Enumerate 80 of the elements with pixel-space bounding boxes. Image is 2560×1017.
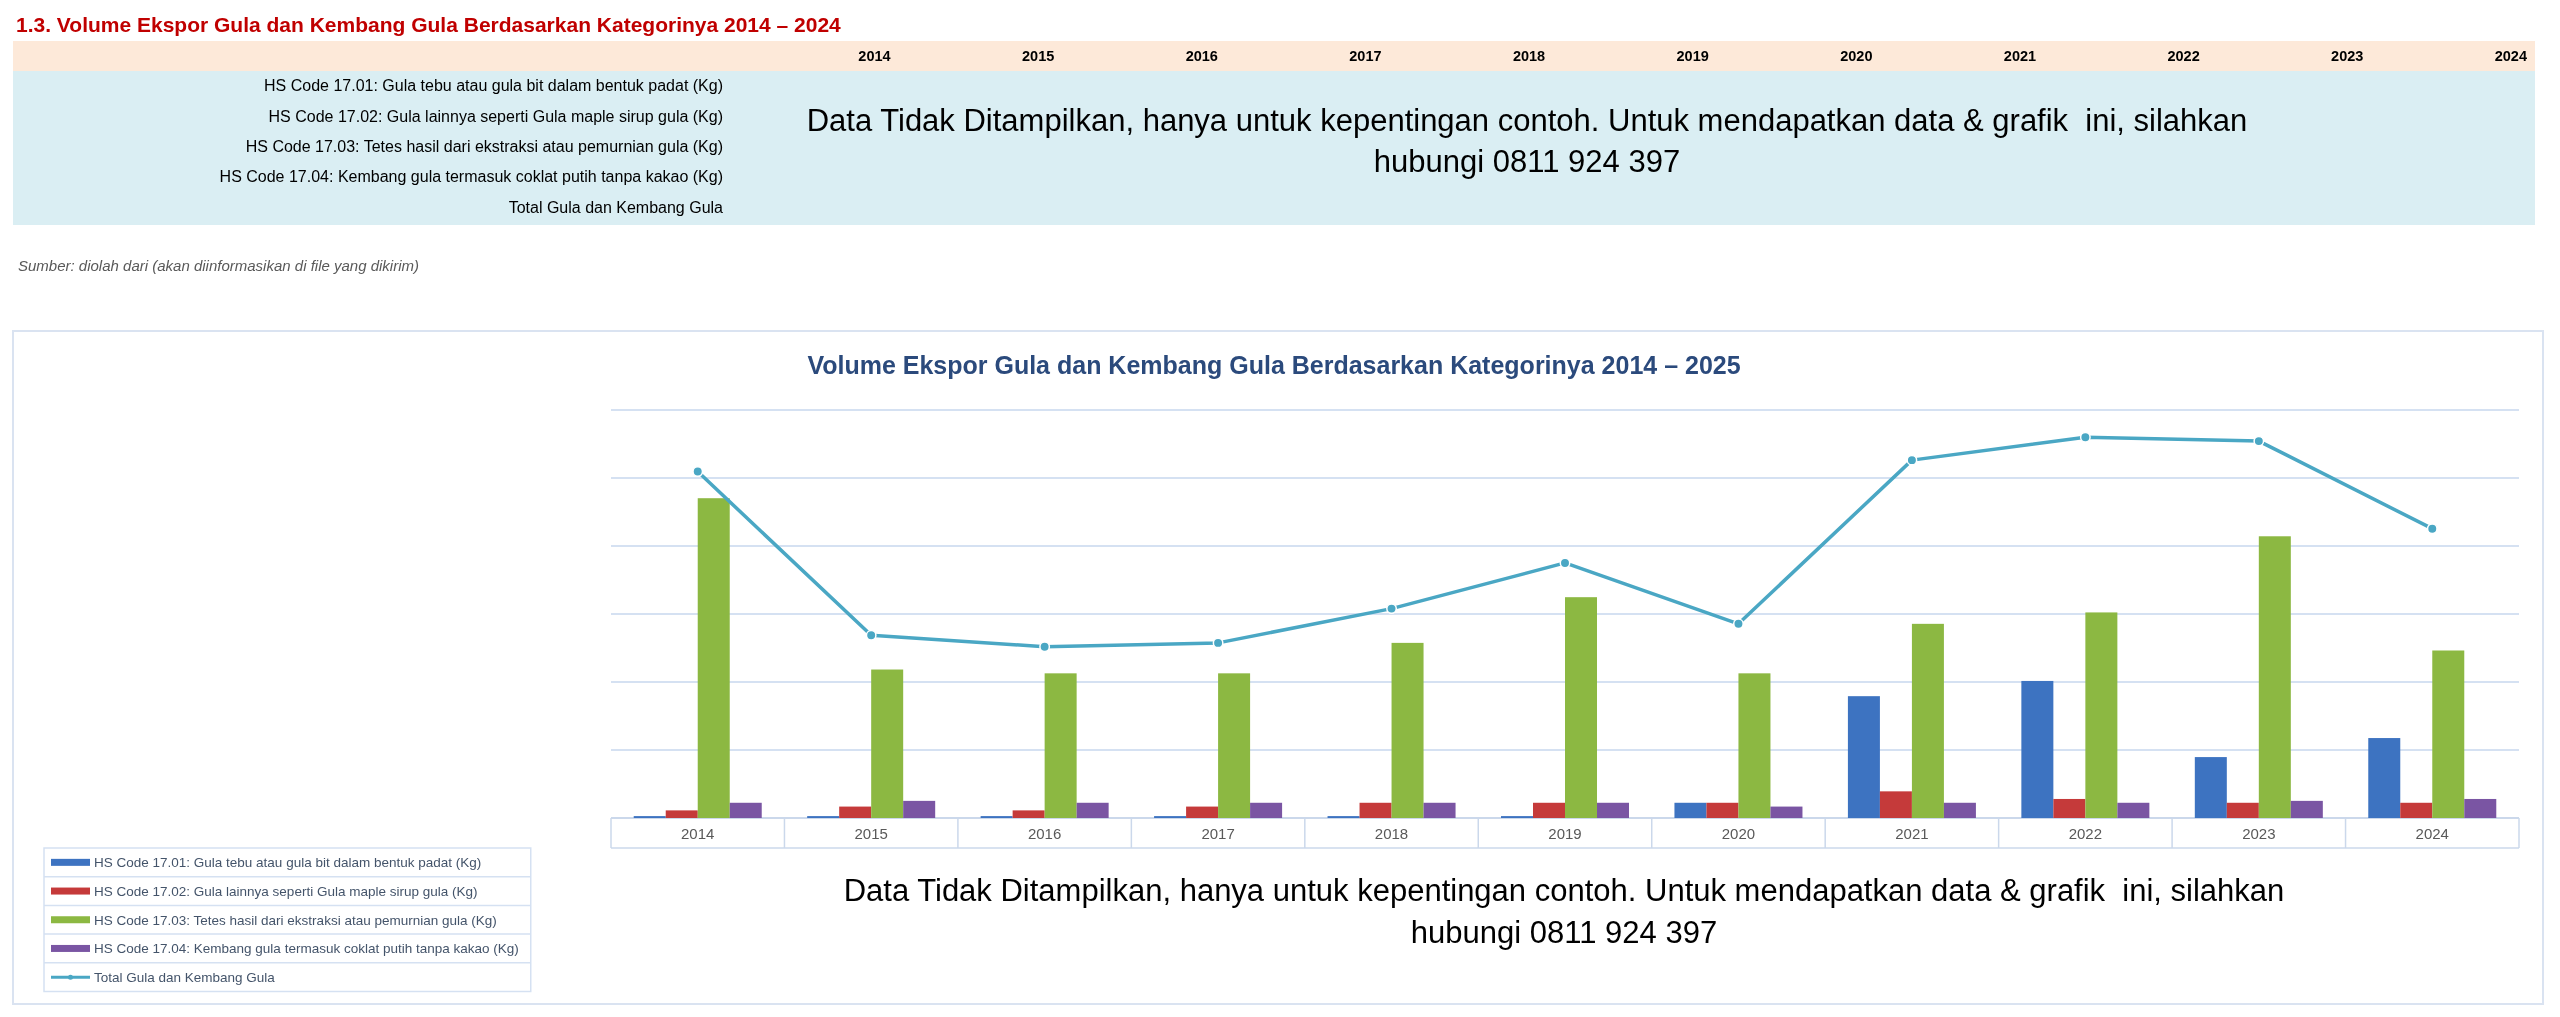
bar [2085, 612, 2118, 818]
bar [1250, 802, 1283, 818]
bar [1911, 623, 1944, 818]
bar [1423, 802, 1456, 818]
bar [1943, 802, 1976, 818]
text: Sumber: diolah dari (akan diinformasikan di file yang dikirim) [18, 257, 420, 274]
bar [1044, 673, 1077, 818]
bar [1076, 802, 1109, 818]
x-tick-label: 2014 [858, 48, 891, 64]
bar [1391, 642, 1424, 818]
x-tick-label: 2023 [2331, 48, 2364, 64]
bar [2053, 798, 2086, 818]
x-tick-label: 2017 [1349, 48, 1382, 64]
bar [1847, 696, 1880, 818]
point [692, 466, 704, 478]
bar [697, 498, 730, 818]
x-tick-label: 2018 [1512, 48, 1546, 64]
y-tick-label: HS Code 17.02: Gula lainnya seperti Gula maple sirup gula (Kg) [268, 107, 723, 125]
bar [1597, 802, 1629, 818]
y-tick-label: HS Code 17.03: Tetes hasil dari ekstraksi atau pemurnian gula (Kg) [245, 138, 723, 155]
bar [729, 802, 762, 818]
x-tick-label: 2023 [2242, 825, 2276, 842]
bar [1533, 802, 1565, 818]
legend-label: HS Code 17.04: Kembang gula termasuk coklat putih tanpa kakao (Kg) [94, 941, 519, 957]
x-tick-label: 2024 [2494, 48, 2527, 64]
bar [2021, 680, 2054, 818]
x-tick-label: 2024 [2415, 825, 2449, 842]
x-tick-label: 2014 [681, 825, 715, 842]
text: Data Tidak Ditampilkan, hanya untuk kepentingan contoh. Untuk mendapatkan data & grafik ini, silahkan hubungi 0811 924 397 [843, 873, 2285, 950]
bar [2117, 802, 2150, 818]
x-tick-label: 2021 [1895, 825, 1929, 842]
x-tick-label: 2016 [1027, 825, 1062, 842]
legend-label: HS Code 17.01: Gula tebu atau gula bit dalam bentuk padat (Kg) [94, 855, 482, 871]
bar [1770, 806, 1803, 818]
bar [2432, 650, 2465, 818]
bar [1674, 802, 1707, 818]
x-tick-label: 2020 [1721, 825, 1756, 842]
bar [2290, 800, 2323, 818]
bar [1359, 802, 1392, 818]
point [1906, 454, 1918, 466]
point [865, 629, 877, 641]
bar [1738, 673, 1771, 818]
legend-label: HS Code 17.02: Gula lainnya seperti Gula maple sirup gula (Kg) [94, 884, 478, 900]
bar [1706, 802, 1739, 818]
x-tick-label: 2022 [2068, 825, 2103, 842]
bar [665, 810, 698, 818]
x-tick-label: 2019 [1676, 48, 1709, 64]
y-tick-label: Total Gula dan Kembang Gula [508, 198, 724, 216]
bar [1879, 791, 1912, 818]
annotation: Data Tidak Ditampilkan, hanya untuk kepentingan contoh. Untuk mendapatkan data & grafik ini, silahkan hubungi 0811 924 397 [806, 103, 2248, 179]
x-tick-label: 2019 [1548, 825, 1582, 842]
bar [2368, 738, 2401, 818]
x-tick-label: 2020 [1840, 48, 1873, 64]
bar [2400, 802, 2433, 818]
x-tick-label: 2015 [1022, 48, 1055, 64]
x-tick-label: 2015 [854, 825, 888, 842]
x-tick-label: 2016 [1185, 48, 1218, 64]
x-tick-label: 2021 [2003, 48, 2037, 64]
x-tick-label: 2017 [1201, 825, 1235, 842]
bar [1565, 597, 1597, 818]
y-tick-label: HS Code 17.04: Kembang gula termasuk coklat putih tanpa kakao (Kg) [219, 168, 723, 186]
legend-label: Total Gula dan Kembang Gula [94, 970, 276, 986]
bar [903, 800, 936, 818]
chart-title: Volume Ekspor Gula dan Kembang Gula Berdasarkan Kategorinya 2014 – 2025 [807, 351, 1741, 379]
bar [839, 806, 872, 818]
bar [1186, 806, 1219, 818]
x-tick-label: 2022 [2167, 48, 2200, 64]
point [1386, 603, 1398, 615]
bar [1012, 810, 1045, 818]
text: 1.3. Volume Ekspor Gula dan Kembang Gula Berdasarkan Kategorinya 2014 – 2024 [16, 13, 842, 36]
x-tick-label: 2018 [1374, 825, 1409, 842]
point [2079, 431, 2091, 443]
bar [2194, 757, 2227, 818]
bar [2258, 536, 2291, 818]
legend-label: HS Code 17.03: Tetes hasil dari ekstraksi atau pemurnian gula (Kg) [94, 912, 497, 928]
bar [2226, 802, 2259, 818]
y-tick-label: HS Code 17.01: Gula tebu atau gula bit dalam bentuk padat (Kg) [264, 77, 723, 95]
bar [2464, 798, 2497, 818]
bar [1218, 673, 1251, 818]
bar [871, 669, 904, 818]
